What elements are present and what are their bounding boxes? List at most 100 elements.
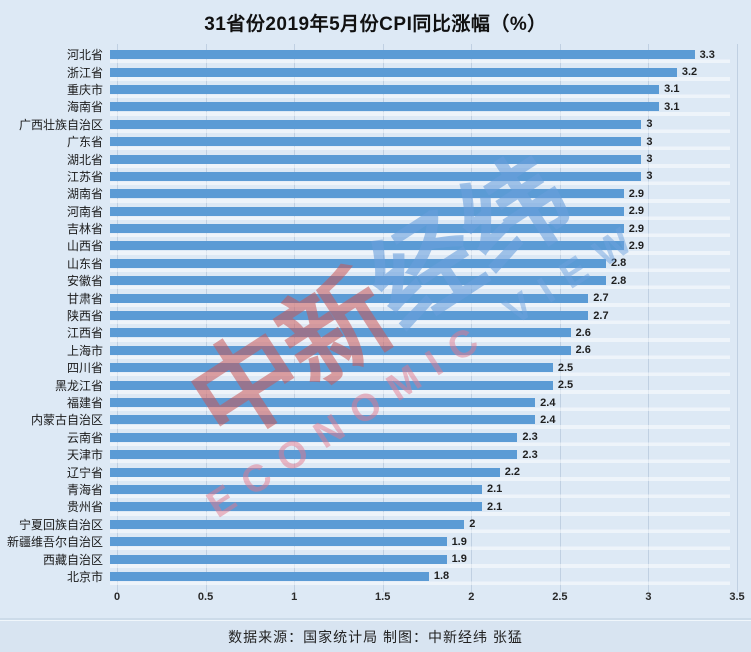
value-label: 2: [469, 518, 476, 531]
bar: [110, 276, 606, 286]
bar-row: 黑龙江省 2.5: [0, 376, 751, 394]
bar: [110, 484, 482, 494]
bar-track: 2.2: [110, 463, 730, 481]
category-label: 河南省: [66, 204, 103, 219]
bar: [110, 137, 642, 147]
value-label: 2.3: [522, 431, 538, 444]
category-label: 云南省: [66, 430, 103, 445]
category-label: 安徽省: [66, 274, 103, 289]
x-tick-label: 1: [291, 591, 298, 603]
bar-row: 宁夏回族自治区 2: [0, 515, 751, 533]
category-label: 青海省: [66, 482, 103, 497]
x-tick-label: 2: [468, 591, 475, 603]
value-label: 2.9: [628, 205, 644, 218]
bar-track: 2.1: [110, 498, 730, 516]
bar: [110, 311, 589, 321]
value-label: 2.1: [487, 483, 503, 496]
category-label: 福建省: [66, 396, 103, 410]
value-label: 2.8: [611, 257, 627, 270]
bar-row: 云南省 2.3: [0, 428, 751, 446]
value-label: 2.5: [557, 361, 574, 374]
bar: [110, 206, 624, 216]
value-label: 2.5: [557, 379, 574, 392]
category-label: 湖北省: [66, 152, 103, 167]
bar-row: 甘肃省 2.7: [0, 289, 751, 307]
value-label: 3: [646, 118, 653, 131]
x-tick-label: 3: [645, 591, 652, 603]
category-label: 吉林省: [66, 222, 103, 237]
bar-track: 3.1: [110, 80, 730, 99]
bar-track: 1.9: [110, 550, 730, 568]
bar: [110, 537, 447, 547]
value-label: 1.9: [451, 535, 467, 548]
category-label: 重庆市: [66, 82, 103, 97]
bar: [110, 67, 677, 77]
x-tick-label: 0: [113, 591, 121, 603]
bar-row: 西藏自治区 1.9: [0, 550, 751, 568]
x-axis: 0 0.5 1 1.5 2 2.5 3 3.5: [113, 591, 745, 607]
value-label: 2.9: [628, 187, 644, 200]
bar: [110, 363, 553, 373]
value-label: 2.8: [611, 274, 627, 287]
bar-track: 1.8: [110, 567, 730, 586]
source-caption: 数据来源：国家统计局 制图：中新经纬 张猛: [0, 620, 751, 652]
bar-track: 2.7: [110, 289, 730, 307]
bar-track: 2.7: [110, 306, 730, 325]
category-label: 广西壮族自治区: [18, 117, 103, 132]
bar-track: 2.3: [110, 445, 730, 464]
bar: [110, 84, 660, 94]
bar-row: 内蒙古自治区 2.4: [0, 411, 751, 429]
value-label: 3.1: [664, 100, 680, 113]
bar-track: 1.9: [110, 532, 730, 551]
value-label: 2.4: [540, 413, 556, 426]
bar-row: 天津市 2.3: [0, 445, 751, 464]
category-label: 江西省: [66, 326, 103, 341]
bar-track: 3: [110, 150, 730, 168]
category-label: 黑龙江省: [54, 378, 103, 393]
category-label: 海南省: [66, 100, 103, 115]
value-label: 2.7: [593, 292, 609, 305]
bar-row: 湖南省 2.9: [0, 185, 751, 203]
bar: [110, 519, 465, 529]
bar-track: 2.9: [110, 202, 730, 220]
bar-row: 湖北省 3: [0, 150, 751, 168]
category-label: 广东省: [66, 135, 103, 150]
bar-track: 2.4: [110, 393, 730, 412]
bar-row: 广东省 3: [0, 132, 751, 151]
bar-row: 山东省 2.8: [0, 254, 751, 273]
category-label: 贵州省: [66, 500, 103, 515]
bar-track: 2.9: [110, 185, 730, 203]
bar-track: 3.3: [110, 46, 730, 64]
value-label: 2.6: [575, 326, 591, 339]
bar-row: 四川省 2.5: [0, 359, 751, 377]
category-label: 浙江省: [66, 65, 103, 80]
category-label: 陕西省: [66, 309, 103, 324]
bar-row: 新疆维吾尔自治区 1.9: [0, 532, 751, 551]
category-label: 甘肃省: [66, 291, 103, 306]
bar-row: 吉林省 2.9: [0, 219, 751, 238]
bar: [110, 293, 589, 303]
bar-track: 2.3: [110, 428, 730, 446]
bar-row: 河北省 3.3: [0, 46, 751, 64]
bar-rows: 河北省 3.3 浙江省 3.2 重庆市 3.1 海南省 3.1 广西壮族自治区 3 广东省 3 湖北省 3…: [0, 46, 751, 586]
bar-row: 江西省 2.6: [0, 324, 751, 342]
bar-row: 重庆市 3.1: [0, 80, 751, 99]
bar-track: 3.1: [110, 98, 730, 116]
bar: [110, 189, 624, 199]
x-tick-label: 0.5: [197, 591, 214, 603]
value-label: 1.8: [433, 570, 450, 583]
bar-track: 2.9: [110, 219, 730, 238]
category-label: 山西省: [66, 239, 103, 254]
category-label: 上海市: [66, 343, 103, 358]
bar-track: 2.6: [110, 341, 730, 360]
bar-row: 陕西省 2.7: [0, 306, 751, 325]
bar: [110, 50, 695, 60]
value-label: 2.9: [628, 222, 644, 235]
value-label: 2.6: [575, 344, 591, 357]
gridline: [737, 44, 738, 592]
bar-row: 青海省 2.1: [0, 480, 751, 499]
bar-row: 广西壮族自治区 3: [0, 115, 751, 133]
bar: [110, 171, 642, 181]
x-tick-label: 2.5: [552, 591, 568, 603]
